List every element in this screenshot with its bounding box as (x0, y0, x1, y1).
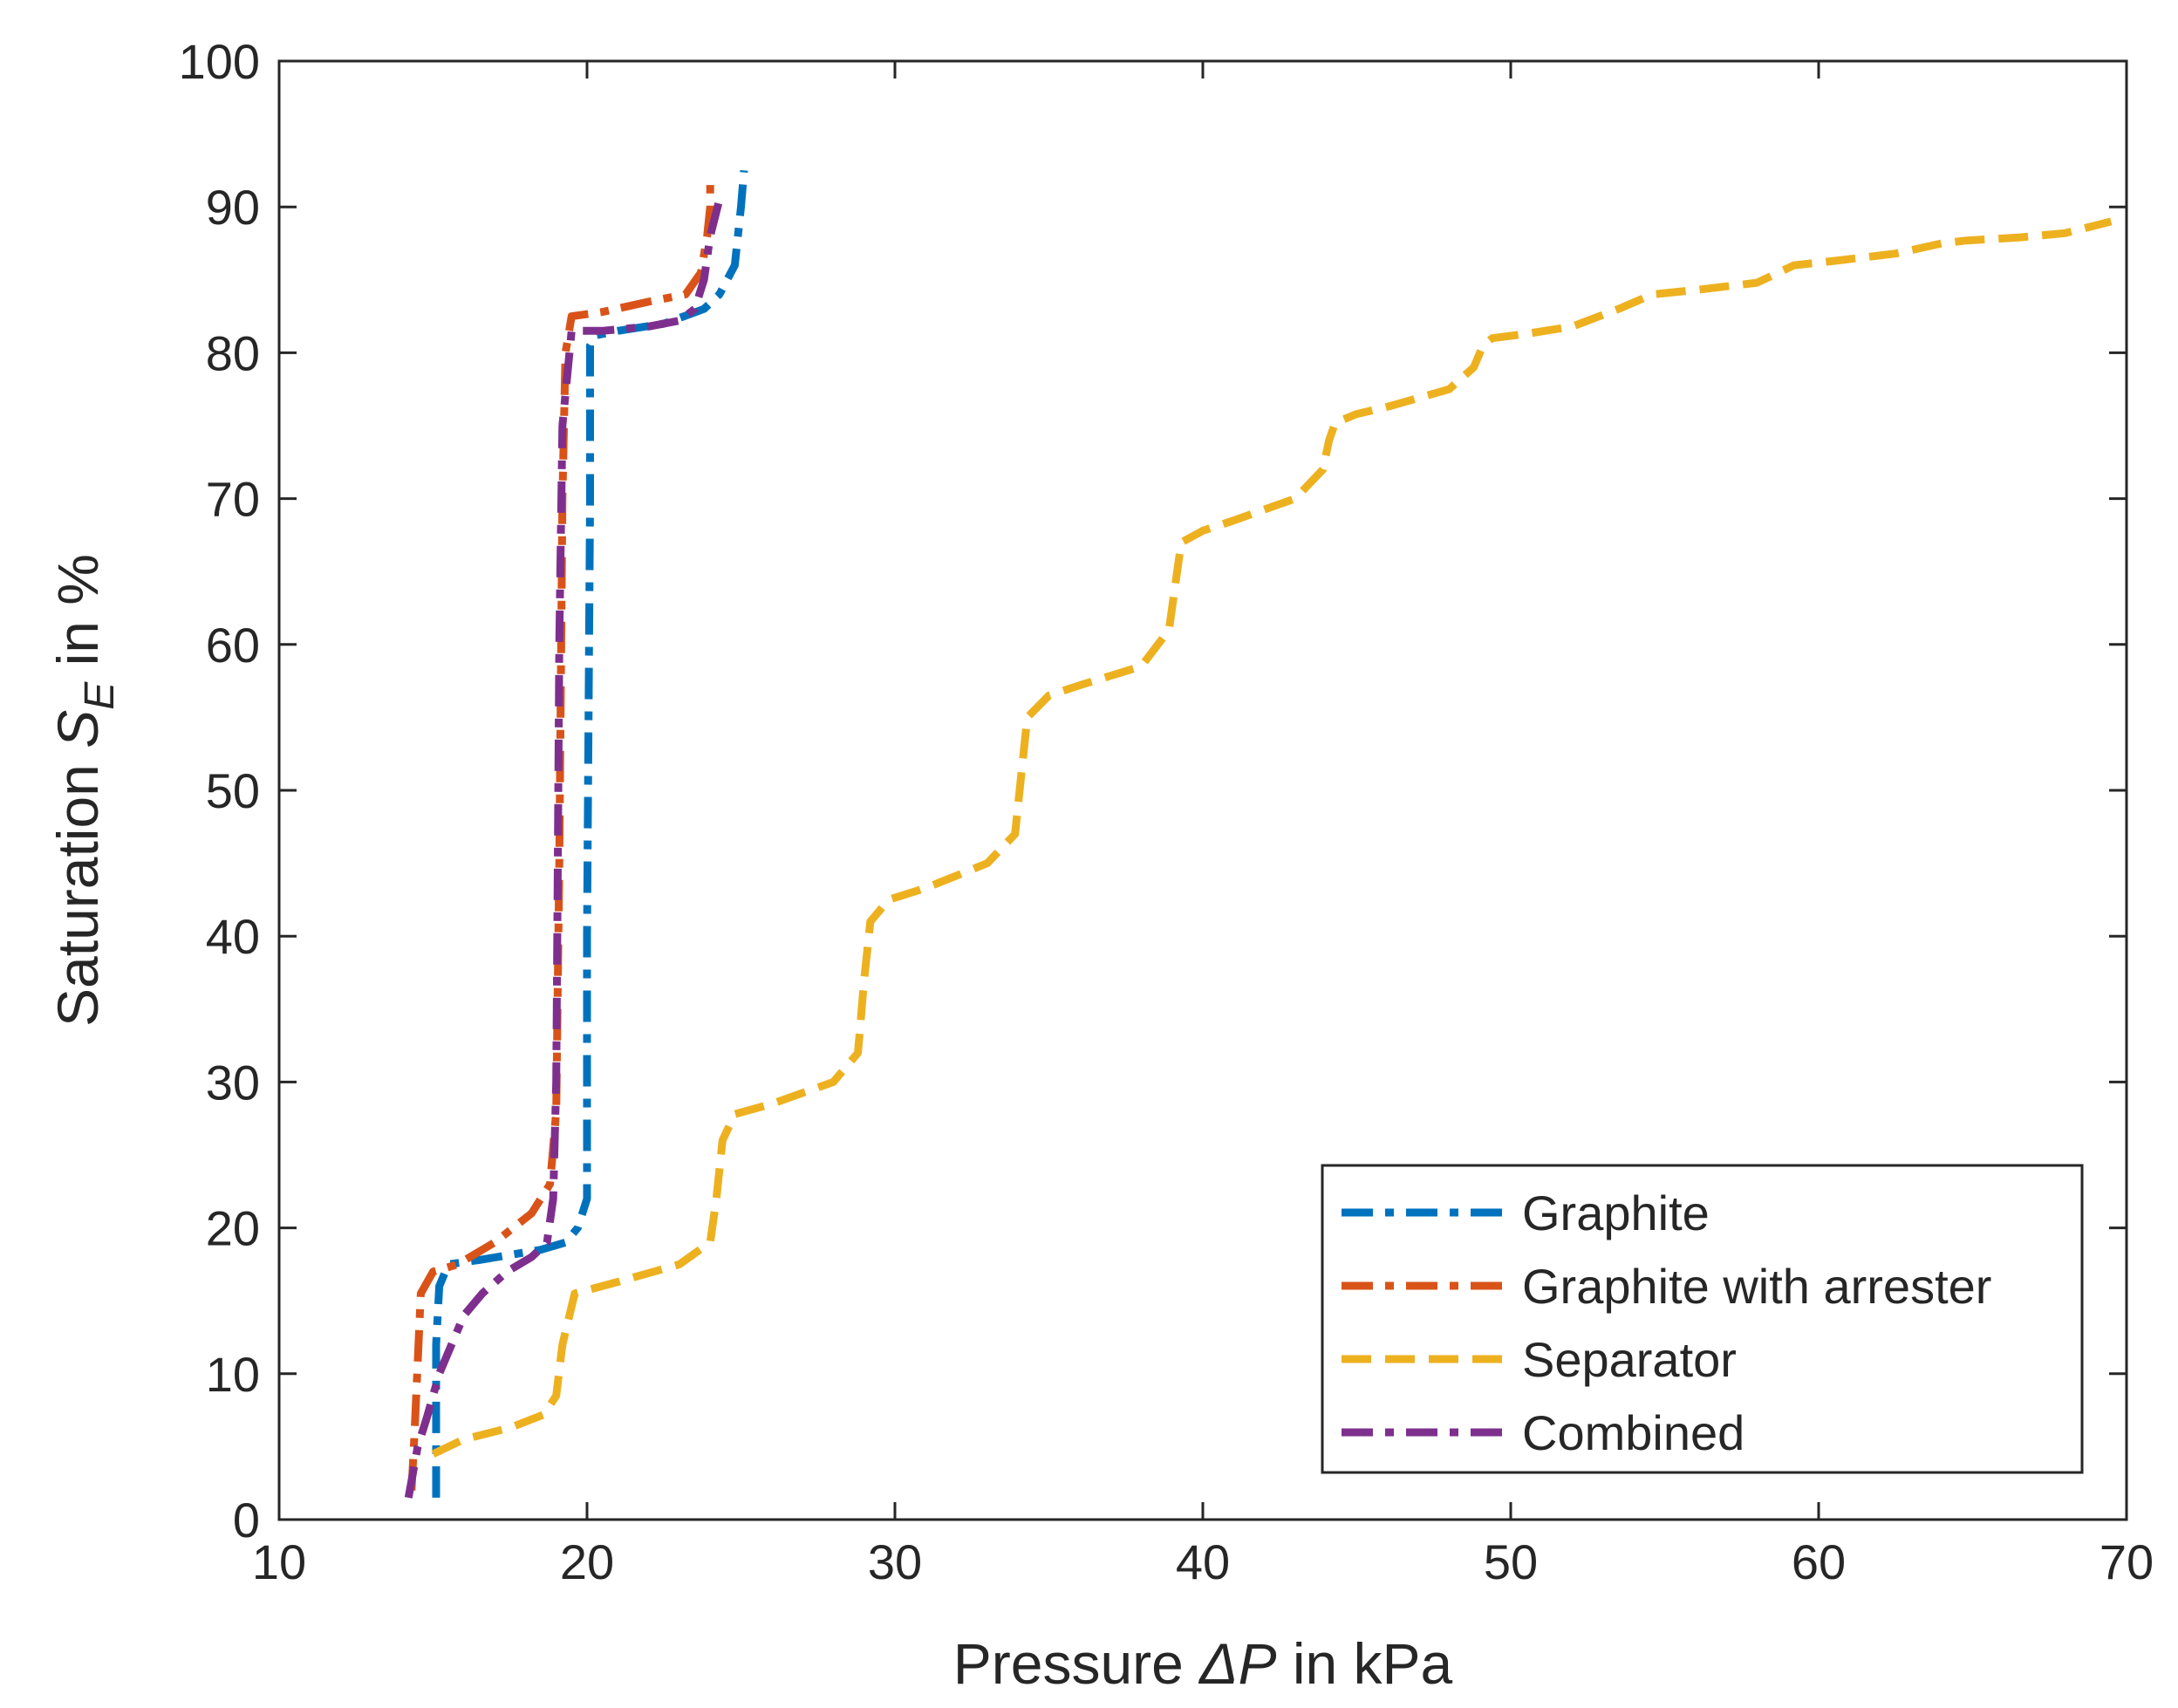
y-tick-label: 60 (206, 618, 260, 673)
y-axis-title: Saturation SE in % (45, 554, 123, 1027)
series-layer (404, 170, 2113, 1499)
y-tick-label: 0 (233, 1493, 260, 1547)
y-tick-label: 70 (206, 472, 260, 527)
legend-box (1321, 1164, 2084, 1474)
x-tick-label: 30 (868, 1534, 922, 1589)
x-tick-label: 40 (1176, 1534, 1230, 1589)
series-line-combined (404, 198, 724, 1499)
legend-items: Graphite Graphite with arrester Separator C… (1342, 1185, 1991, 1460)
y-tick-label: 90 (206, 180, 260, 235)
x-axis-title: Pressure ΔP in kPa (953, 1631, 1453, 1696)
x-tick-label: 50 (1484, 1534, 1538, 1589)
legend-label-graphite: Graphite (1522, 1185, 1710, 1240)
y-tick-label: 100 (179, 34, 260, 89)
x-tick-label: 10 (252, 1534, 306, 1589)
x-tick-label: 70 (2099, 1534, 2154, 1589)
legend-label-combined: Combined (1522, 1405, 1744, 1460)
y-tick-label: 40 (206, 909, 260, 964)
y-tick-label: 20 (206, 1201, 260, 1256)
x-tick-label: 20 (560, 1534, 614, 1589)
x-tick-label: 60 (1792, 1534, 1846, 1589)
y-tick-label: 10 (206, 1347, 260, 1402)
y-tick-label: 30 (206, 1055, 260, 1110)
series-line-graphite-with-arrester (407, 185, 714, 1491)
legend: Graphite Graphite with arrester Separator C… (1321, 1164, 2084, 1474)
legend-label-separator: Separator (1522, 1332, 1737, 1387)
series-line-separator (431, 217, 2113, 1458)
y-tick-label: 80 (206, 325, 260, 380)
legend-label-graphite-with-arrester: Graphite with arrester (1522, 1259, 1991, 1314)
y-tick-label: 50 (206, 763, 260, 818)
